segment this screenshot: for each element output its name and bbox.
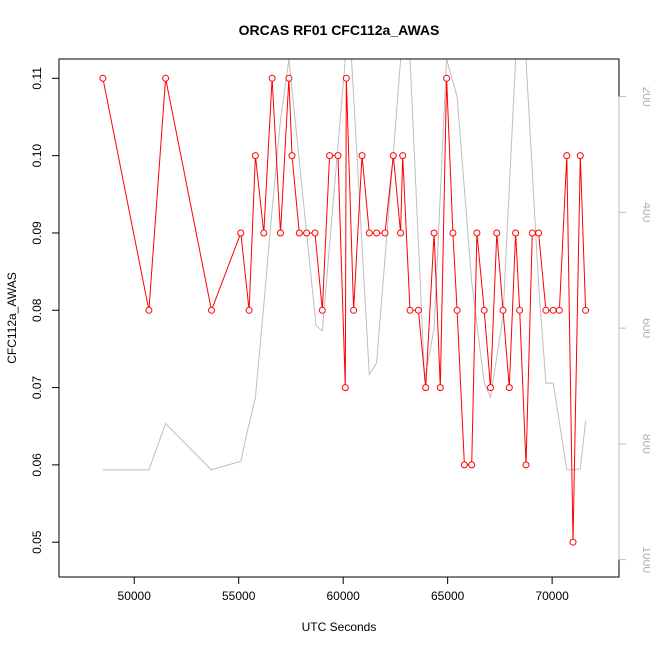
data-point [406,306,414,314]
data-point [326,152,334,160]
y-axis: 0.05 0.06 0.07 0.08 0.09 0.10 0.11 [30,67,60,554]
data-point [522,461,530,469]
x-tick-label: 55000 [222,589,256,603]
data-point [318,306,326,314]
data-point [555,306,563,314]
data-point [399,152,407,160]
data-point [414,306,422,314]
data-point [342,74,350,82]
data-point [303,229,311,237]
y-axis-label: CFC112a_AWAS [5,272,19,364]
y-tick-label: 0.08 [30,298,44,322]
data-point [443,74,451,82]
data-point [285,74,293,82]
data-point [512,229,520,237]
data-point [436,384,444,392]
data-point [493,229,501,237]
data-point [563,152,571,160]
x-tick-label: 65000 [431,589,465,603]
data-point [145,306,153,314]
data-point [260,229,268,237]
data-point [373,229,381,237]
data-point [237,229,245,237]
data-point [549,306,557,314]
data-point [311,229,319,237]
data-point [277,229,284,237]
data-point [505,384,513,392]
primary-series-layer [99,74,590,546]
data-point [460,461,468,469]
data-point [430,229,438,237]
data-point [582,306,590,314]
data-point [453,306,461,314]
data-point [480,306,488,314]
secondary-series-layer [102,58,587,471]
data-point [288,152,296,160]
data-point [487,384,494,392]
data-point [341,384,349,392]
data-point [576,152,584,160]
y-tick-label: 0.06 [30,453,44,477]
data-point [365,229,373,237]
data-point [542,306,550,314]
chart-title: ORCAS RF01 CFC112a_AWAS [239,22,440,38]
secondary-y-axis: 200 400 600 800 1000 [618,87,650,573]
x-tick-label: 70000 [535,589,569,603]
data-point [473,229,481,237]
secondary-y-tick-label: 200 [640,87,650,107]
secondary-y-tick-label: 400 [640,202,650,222]
primary-series-line [102,78,587,543]
x-tick-label: 50000 [118,589,152,603]
x-tick-label: 60000 [326,589,360,603]
data-point [499,306,507,314]
data-point [397,229,405,237]
data-point [535,229,543,237]
y-tick-label: 0.07 [30,376,44,400]
data-point [381,229,389,237]
data-point [208,306,215,314]
data-point [528,229,536,237]
data-point [569,538,577,546]
data-point [516,306,524,314]
secondary-y-tick-label: 600 [640,318,650,338]
data-point [251,152,259,160]
data-point [358,152,366,160]
data-point [162,74,170,82]
data-point [468,461,476,469]
y-tick-label: 0.10 [30,144,44,168]
data-point [334,152,342,160]
data-point [350,306,358,314]
y-tick-label: 0.09 [30,221,44,245]
data-point [99,74,107,82]
y-tick-label: 0.11 [30,67,44,90]
y-tick-label: 0.05 [30,530,44,554]
data-point [245,306,253,314]
data-point [422,384,430,392]
x-axis-label: UTC Seconds [302,620,377,634]
data-point [449,229,457,237]
data-point [268,74,276,82]
secondary-series-line [102,58,587,471]
data-point [389,152,397,160]
x-axis: 50000 55000 60000 65000 70000 [118,576,569,603]
secondary-y-tick-label: 800 [640,434,650,454]
secondary-y-tick-label: 1000 [640,546,650,573]
data-point [295,229,303,237]
